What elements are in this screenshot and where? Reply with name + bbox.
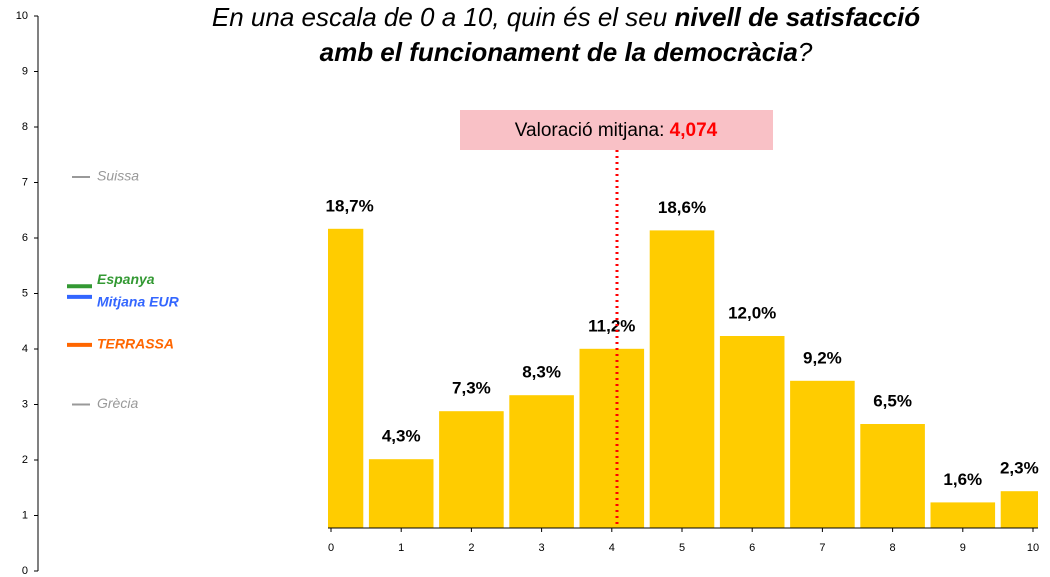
y-tick-label: 3 <box>22 398 28 410</box>
marker-label: Grècia <box>97 395 138 411</box>
bar <box>1000 491 1038 528</box>
mean-box <box>460 110 773 150</box>
bar <box>719 336 785 528</box>
title-part: amb el funcionament de la democràcia <box>320 37 798 67</box>
title-part: nivell de satisfacció <box>674 2 920 32</box>
bar <box>649 230 715 528</box>
value-label: 12,0% <box>728 303 776 322</box>
y-tick-label: 8 <box>22 121 28 133</box>
y-tick-label: 9 <box>22 65 28 77</box>
x-tick-label: 9 <box>960 542 966 554</box>
value-label: 7,3% <box>452 379 491 398</box>
value-label: 2,3% <box>1000 459 1039 478</box>
y-tick-label: 7 <box>22 176 28 188</box>
x-tick-label: 7 <box>819 542 825 554</box>
title-part: En una escala de 0 a 10, quin és el seu <box>212 2 675 32</box>
mean-value: 4,074 <box>670 120 718 141</box>
value-label: 6,5% <box>873 391 912 410</box>
chart-title: En una escala de 0 a 10, quin és el seu … <box>212 2 920 67</box>
title-line: amb el funcionament de la democràcia? <box>320 37 813 67</box>
y-tick-label: 10 <box>16 10 28 22</box>
x-tick-label: 6 <box>749 542 755 554</box>
x-tick-label: 10 <box>1027 542 1039 554</box>
value-label: 11,2% <box>588 316 635 335</box>
y-tick-label: 6 <box>22 232 28 244</box>
title-part: ? <box>798 37 813 67</box>
bar <box>328 228 364 529</box>
y-tick-label: 0 <box>22 565 28 577</box>
marker-label: Mitjana EUR <box>97 294 180 310</box>
y-tick-label: 2 <box>22 454 28 466</box>
marker-label: TERRASSA <box>97 336 174 352</box>
value-label: 18,7% <box>326 196 374 215</box>
x-tick-label: 2 <box>468 542 474 554</box>
bar <box>368 459 434 528</box>
marker-label: Suissa <box>97 168 139 184</box>
value-label: 1,6% <box>943 470 982 489</box>
value-label: 4,3% <box>382 427 421 446</box>
bar <box>439 411 504 528</box>
x-tick-label: 4 <box>609 542 615 554</box>
x-tick-label: 8 <box>890 542 896 554</box>
bar <box>860 424 925 528</box>
value-label: 8,3% <box>522 363 561 382</box>
bar <box>930 502 996 528</box>
y-tick-label: 1 <box>22 509 28 521</box>
y-tick-label: 4 <box>22 343 28 355</box>
bar <box>579 348 645 528</box>
x-tick-label: 3 <box>539 542 545 554</box>
y-tick-label: 5 <box>22 287 28 299</box>
marker-label: Espanya <box>97 271 155 287</box>
value-label: 9,2% <box>803 348 842 367</box>
mean-label: Valoració mitjana: <box>515 120 670 141</box>
x-tick-label: 1 <box>398 542 404 554</box>
bar <box>509 395 574 528</box>
bar <box>790 380 855 528</box>
x-tick-label: 0 <box>328 542 334 554</box>
value-label: 18,6% <box>658 198 706 217</box>
x-tick-label: 5 <box>679 542 685 554</box>
title-line: En una escala de 0 a 10, quin és el seu … <box>212 2 920 32</box>
mean-text: Valoració mitjana: 4,074 <box>515 120 718 141</box>
